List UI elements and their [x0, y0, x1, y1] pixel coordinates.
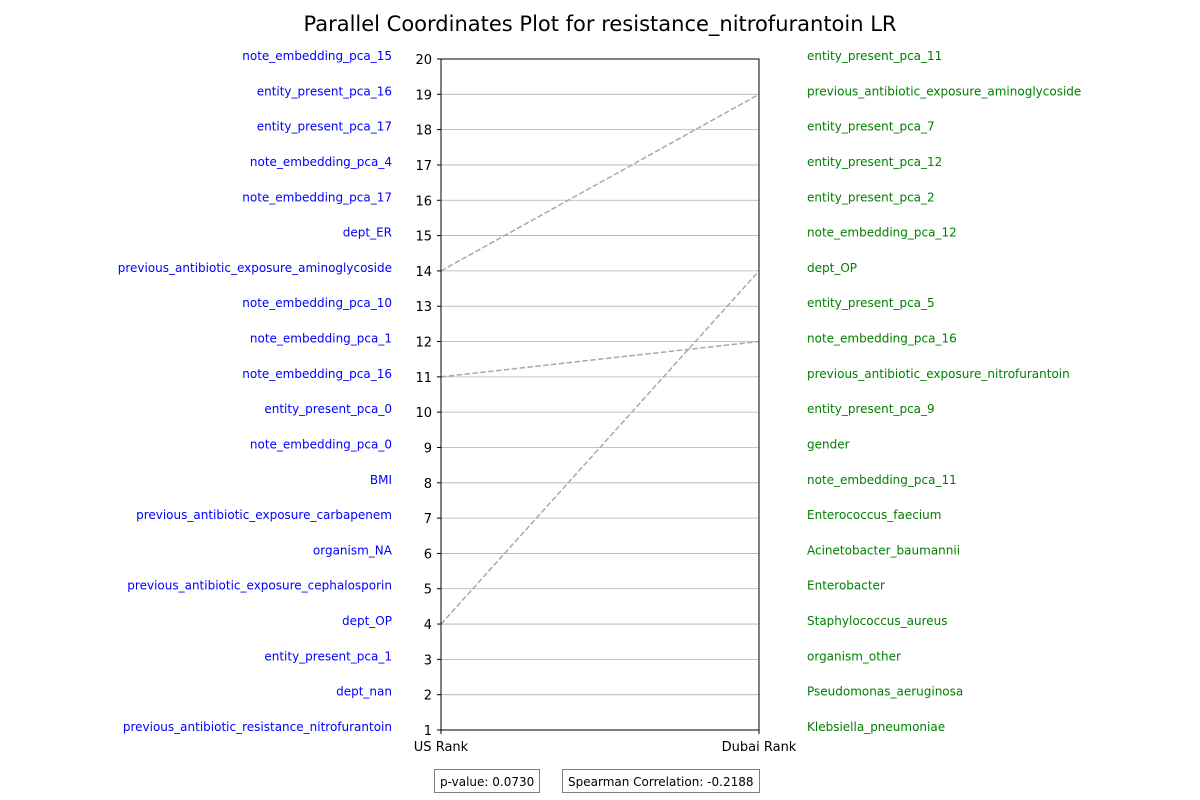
us-rank-labels: previous_antibiotic_resistance_nitrofura… [118, 49, 393, 734]
y-tick-label: 20 [415, 53, 432, 68]
us-rank-label: entity_present_pca_16 [257, 84, 392, 98]
y-tick-label: 14 [415, 265, 432, 280]
dubai-rank-label: Pseudomonas_aeruginosa [807, 685, 963, 699]
us-rank-label: entity_present_pca_1 [264, 649, 392, 663]
dubai-rank-label: note_embedding_pca_16 [807, 332, 957, 346]
us-rank-label: dept_OP [342, 614, 392, 628]
y-tick-label: 4 [424, 618, 432, 633]
y-tick-label: 8 [424, 477, 432, 492]
dubai-rank-label: entity_present_pca_11 [807, 49, 942, 63]
connection-line [440, 93, 760, 272]
y-tick-label: 18 [415, 124, 432, 139]
us-rank-label: note_embedding_pca_0 [250, 437, 392, 451]
dubai-rank-label: Enterobacter [807, 579, 885, 593]
dubai-rank-label: Acinetobacter_baumannii [807, 543, 960, 557]
us-rank-label: organism_NA [313, 543, 393, 557]
dubai-rank-label: Enterococcus_faecium [807, 508, 941, 522]
axis-label-us-rank: US Rank [414, 740, 469, 755]
plot-frame [440, 58, 760, 731]
y-tick-label: 16 [415, 194, 432, 209]
dubai-rank-label: entity_present_pca_7 [807, 120, 935, 134]
us-rank-label: previous_antibiotic_exposure_cephalospor… [127, 579, 392, 593]
us-rank-label: entity_present_pca_0 [264, 402, 392, 416]
dubai-rank-labels: Klebsiella_pneumoniae Pseudomonas_aerugin… [807, 49, 1081, 734]
us-rank-label: previous_antibiotic_exposure_carbapenem [136, 508, 392, 522]
y-tick-label: 3 [424, 653, 432, 668]
us-rank-label: dept_nan [336, 685, 392, 699]
grid-lines [441, 58, 759, 731]
dubai-rank-label: gender [807, 437, 850, 451]
dubai-rank-label: previous_antibiotic_exposure_aminoglycos… [807, 84, 1081, 98]
dubai-rank-label: note_embedding_pca_12 [807, 226, 957, 240]
us-rank-label: note_embedding_pca_17 [242, 190, 392, 204]
spearman-correlation-box: Spearman Correlation: -0.2188 [562, 769, 760, 793]
dubai-rank-label: Staphylococcus_aureus [807, 614, 948, 628]
dubai-rank-label: note_embedding_pca_11 [807, 473, 957, 487]
us-rank-label: dept_ER [343, 226, 392, 240]
dubai-rank-label: dept_OP [807, 261, 857, 275]
connection-lines [440, 93, 760, 625]
y-tick-label: 7 [424, 512, 432, 527]
dubai-rank-label: Klebsiella_pneumoniae [807, 720, 945, 734]
y-tick-label: 1 [424, 724, 432, 739]
chart-title: Parallel Coordinates Plot for resistance… [303, 12, 896, 37]
us-rank-label: entity_present_pca_17 [257, 120, 392, 134]
us-rank-label: previous_antibiotic_resistance_nitrofura… [123, 720, 392, 734]
us-rank-label: note_embedding_pca_16 [242, 367, 392, 381]
dubai-rank-label: organism_other [807, 649, 901, 663]
us-rank-label: note_embedding_pca_10 [242, 296, 392, 310]
dubai-rank-label: previous_antibiotic_exposure_nitrofurant… [807, 367, 1070, 381]
y-tick-label: 11 [415, 371, 432, 386]
dubai-rank-label: entity_present_pca_12 [807, 155, 942, 169]
us-rank-label: note_embedding_pca_1 [250, 332, 392, 346]
connection-line [440, 270, 760, 625]
y-tick-label: 2 [424, 689, 432, 704]
dubai-rank-label: entity_present_pca_9 [807, 402, 935, 416]
y-tick-label: 19 [415, 88, 432, 103]
y-tick-label: 13 [415, 300, 432, 315]
y-tick-label: 9 [424, 441, 432, 456]
us-rank-label: previous_antibiotic_exposure_aminoglycos… [118, 261, 392, 275]
y-tick-label: 17 [415, 159, 432, 174]
p-value-box: p-value: 0.0730 [434, 769, 541, 793]
y-tick-label: 15 [415, 230, 432, 245]
axis-label-dubai-rank: Dubai Rank [722, 740, 797, 755]
y-tick-label: 10 [415, 406, 432, 421]
y-tick-label: 6 [424, 547, 432, 562]
us-rank-label: BMI [370, 473, 392, 487]
dubai-rank-label: entity_present_pca_2 [807, 190, 935, 204]
us-rank-label: note_embedding_pca_4 [250, 155, 392, 169]
connection-line [440, 340, 760, 378]
plot-frame-rect [440, 58, 760, 731]
y-tick-label: 12 [415, 336, 432, 351]
dubai-rank-label: entity_present_pca_5 [807, 296, 935, 310]
y-tick-label: 5 [424, 583, 432, 598]
us-rank-label: note_embedding_pca_15 [242, 49, 392, 63]
